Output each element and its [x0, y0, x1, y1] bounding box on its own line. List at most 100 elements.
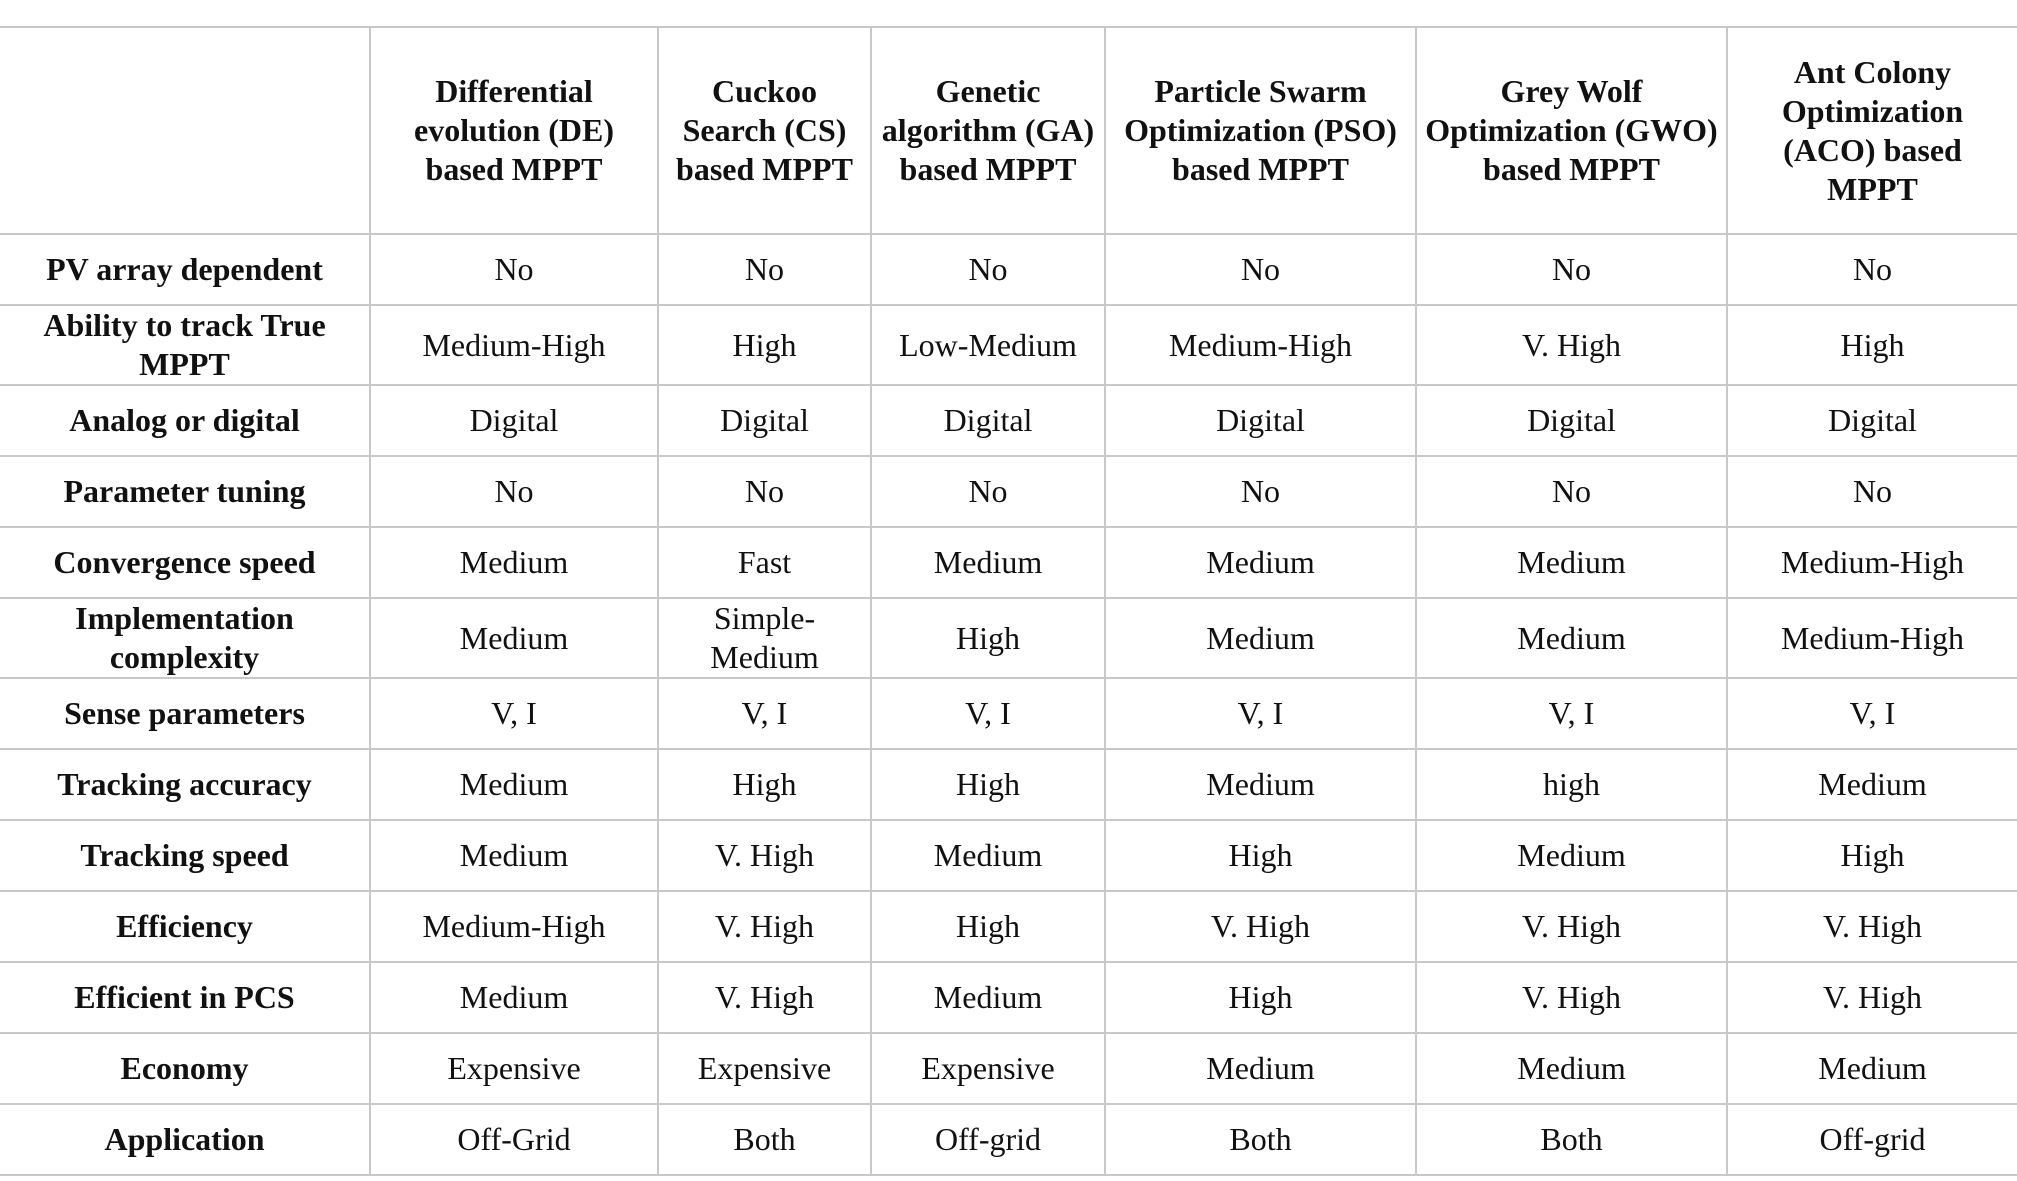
table-cell: No — [1104, 455, 1417, 528]
table-row: PV array dependent No No No No No No — [0, 233, 2017, 306]
table-cell: V. High — [1415, 304, 1728, 386]
table-cell: V, I — [1726, 677, 2017, 750]
column-header-ga: Genetic algorithm (GA) based MPPT — [870, 26, 1106, 235]
table-cell: High — [1104, 819, 1417, 892]
table-cell: V, I — [1104, 677, 1417, 750]
table-cell: Medium-High — [1726, 526, 2017, 599]
table-cell: Both — [1104, 1103, 1417, 1176]
table-cell: Digital — [369, 384, 659, 457]
table-row: Convergence speed Medium Fast Medium Med… — [0, 526, 2017, 599]
table-row: Economy Expensive Expensive Expensive Me… — [0, 1032, 2017, 1105]
table-cell: V. High — [1415, 961, 1728, 1034]
row-label: PV array dependent — [0, 233, 371, 306]
table-cell: V. High — [1726, 890, 2017, 963]
table-row: Sense parameters V, I V, I V, I V, I V, … — [0, 677, 2017, 750]
table-cell: Expensive — [369, 1032, 659, 1105]
table-cell: Medium-High — [369, 890, 659, 963]
table-cell: V, I — [1415, 677, 1728, 750]
row-label: Ability to track True MPPT — [0, 304, 371, 386]
header-row: Differential evolution (DE) based MPPT C… — [0, 26, 2017, 235]
row-label: Efficient in PCS — [0, 961, 371, 1034]
column-header-de: Differential evolution (DE) based MPPT — [369, 26, 659, 235]
table-cell: Off-grid — [870, 1103, 1106, 1176]
table-cell: Medium — [1104, 748, 1417, 821]
table-cell: High — [657, 748, 872, 821]
table-cell: Low-Medium — [870, 304, 1106, 386]
table-cell: No — [870, 455, 1106, 528]
table-cell: High — [1726, 304, 2017, 386]
table-cell: Medium — [1415, 597, 1728, 679]
table-cell: High — [870, 748, 1106, 821]
table-cell: Medium — [369, 819, 659, 892]
table-cell: V. High — [1726, 961, 2017, 1034]
table-cell: No — [369, 233, 659, 306]
table-cell: No — [657, 455, 872, 528]
table-cell: High — [657, 304, 872, 386]
table-cell: Medium — [369, 961, 659, 1034]
table-cell: Both — [657, 1103, 872, 1176]
column-header-cs: Cuckoo Search (CS) based MPPT — [657, 26, 872, 235]
table-cell: Digital — [1726, 384, 2017, 457]
table-cell: Medium-High — [369, 304, 659, 386]
table-cell: V, I — [369, 677, 659, 750]
table-cell: V. High — [657, 890, 872, 963]
row-label: Efficiency — [0, 890, 371, 963]
table-cell: Medium — [1415, 526, 1728, 599]
table-cell: Medium — [1104, 526, 1417, 599]
column-header-gwo: Grey Wolf Optimization (GWO) based MPPT — [1415, 26, 1728, 235]
table-cell: Simple-Medium — [657, 597, 872, 679]
table-row: Tracking accuracy Medium High High Mediu… — [0, 748, 2017, 821]
table-cell: Medium — [369, 597, 659, 679]
table-cell: Medium — [1726, 1032, 2017, 1105]
table-cell: Medium — [870, 961, 1106, 1034]
table-cell: V. High — [657, 961, 872, 1034]
table-cell: Medium-High — [1726, 597, 2017, 679]
table-cell: High — [870, 597, 1106, 679]
table-cell: High — [1726, 819, 2017, 892]
table-row: Ability to track True MPPT Medium-High H… — [0, 304, 2017, 386]
table-cell: Medium — [870, 526, 1106, 599]
table-cell: Medium — [870, 819, 1106, 892]
row-label: Sense parameters — [0, 677, 371, 750]
column-header-pso: Particle Swarm Optimization (PSO) based … — [1104, 26, 1417, 235]
table-cell: Off-grid — [1726, 1103, 2017, 1176]
table-cell: Medium — [1726, 748, 2017, 821]
table-cell: High — [870, 890, 1106, 963]
table-cell: No — [1726, 233, 2017, 306]
table-cell: Off-Grid — [369, 1103, 659, 1176]
table-cell: No — [870, 233, 1106, 306]
table-cell: Expensive — [657, 1032, 872, 1105]
table-row: Parameter tuning No No No No No No — [0, 455, 2017, 528]
table-cell: Digital — [1104, 384, 1417, 457]
row-label: Analog or digital — [0, 384, 371, 457]
table-cell: V, I — [870, 677, 1106, 750]
table-row: Efficient in PCS Medium V. High Medium H… — [0, 961, 2017, 1034]
table-cell: Medium-High — [1104, 304, 1417, 386]
table-cell: No — [657, 233, 872, 306]
table-cell: Digital — [657, 384, 872, 457]
table-cell: high — [1415, 748, 1728, 821]
table-row: Implementation complexity Medium Simple-… — [0, 597, 2017, 679]
table-cell: Medium — [1415, 1032, 1728, 1105]
table-cell: No — [1104, 233, 1417, 306]
table-cell: No — [1726, 455, 2017, 528]
table-cell: Medium — [1415, 819, 1728, 892]
table-cell: V. High — [1415, 890, 1728, 963]
table-cell: Digital — [870, 384, 1106, 457]
table-cell: Medium — [1104, 1032, 1417, 1105]
row-label: Parameter tuning — [0, 455, 371, 528]
mppt-comparison-table: Differential evolution (DE) based MPPT C… — [0, 26, 2017, 1176]
table-cell: No — [1415, 233, 1728, 306]
table-row: Efficiency Medium-High V. High High V. H… — [0, 890, 2017, 963]
table-row: Tracking speed Medium V. High Medium Hig… — [0, 819, 2017, 892]
table-cell: Both — [1415, 1103, 1728, 1176]
row-label: Economy — [0, 1032, 371, 1105]
table-row: Application Off-Grid Both Off-grid Both … — [0, 1103, 2017, 1176]
table-cell: No — [369, 455, 659, 528]
table-cell: Medium — [369, 748, 659, 821]
table-cell: Medium — [1104, 597, 1417, 679]
row-label: Convergence speed — [0, 526, 371, 599]
table-cell: Medium — [369, 526, 659, 599]
row-label: Tracking speed — [0, 819, 371, 892]
table-cell: Fast — [657, 526, 872, 599]
